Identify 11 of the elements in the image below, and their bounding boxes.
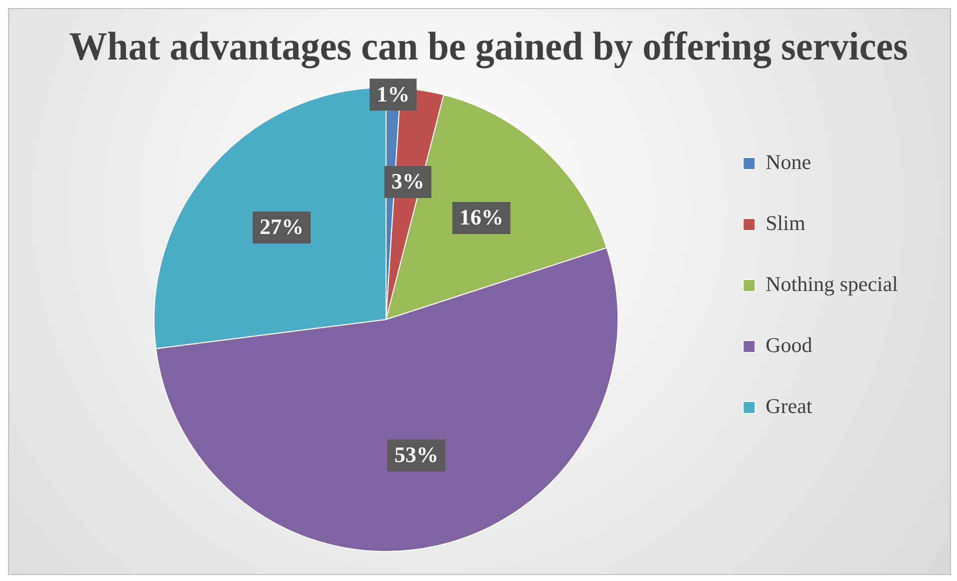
legend-label: Nothing special [766,272,898,296]
data-label: 1% [376,81,410,106]
chart-title: What advantages can be gained by offering services [69,24,908,69]
legend-label: Great [766,394,812,418]
legend-label: None [766,150,812,174]
data-label: 53% [394,442,438,468]
legend-label: Slim [766,211,806,236]
data-label: 16% [459,204,504,230]
legend-label: Good [766,333,813,358]
data-label: 3% [391,168,424,194]
data-label: 27% [260,214,304,240]
